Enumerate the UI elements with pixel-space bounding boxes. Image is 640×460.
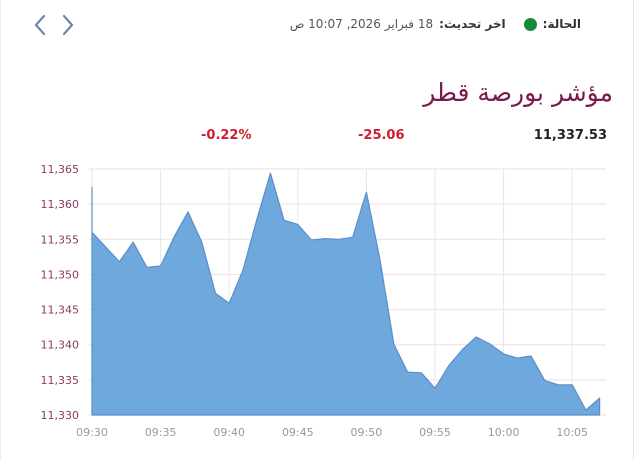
y-tick-label: 11,360 bbox=[41, 198, 80, 211]
x-tick-label: 09:55 bbox=[419, 426, 451, 439]
intraday-area-chart[interactable]: 11,330 11,335 11,340 11,345 11,350 11,355 11,3… bbox=[1, 155, 640, 455]
status-label: الحالة: bbox=[542, 17, 581, 31]
status-bar: الحالة: اخر تحديث: 18 فبراير 2026, 10:07… bbox=[290, 17, 581, 31]
next-button[interactable] bbox=[59, 12, 77, 38]
y-tick-label: 11,340 bbox=[41, 339, 80, 352]
status-indicator-icon bbox=[523, 17, 537, 31]
y-tick-label: 11,335 bbox=[41, 374, 80, 387]
y-tick-label: 11,355 bbox=[41, 233, 80, 246]
x-tick-label: 09:45 bbox=[282, 426, 314, 439]
last-update-value: 18 فبراير 2026, 10:07 ص bbox=[289, 17, 434, 31]
x-tick-label: 09:30 bbox=[76, 426, 108, 439]
x-tick-label: 09:35 bbox=[145, 426, 177, 439]
index-title: مؤشر بورصة قطر bbox=[423, 78, 613, 107]
y-tick-label: 11,330 bbox=[41, 409, 80, 422]
x-tick-label: 10:00 bbox=[488, 426, 520, 439]
x-axis: 09:30 09:35 09:40 09:45 09:50 09:55 10:00 10:05 bbox=[76, 426, 588, 439]
x-tick-label: 09:50 bbox=[351, 426, 383, 439]
y-tick-label: 11,350 bbox=[41, 268, 80, 281]
x-tick-label: 10:05 bbox=[556, 426, 588, 439]
previous-button[interactable] bbox=[31, 12, 49, 38]
index-stats: 11,337.53 -25.06 -0.22% bbox=[1, 128, 640, 148]
price-area bbox=[91, 172, 601, 416]
chevron-right-icon bbox=[62, 14, 74, 36]
chevron-left-icon bbox=[34, 14, 46, 36]
y-tick-label: 11,365 bbox=[41, 163, 80, 176]
change-value: -25.06 bbox=[358, 128, 405, 143]
last-update-label: اخر تحديث: bbox=[439, 17, 506, 31]
change-percent: -0.22% bbox=[201, 128, 252, 143]
x-tick-label: 09:40 bbox=[213, 426, 245, 439]
last-value: 11,337.53 bbox=[533, 128, 607, 143]
y-axis: 11,330 11,335 11,340 11,345 11,350 11,355 11,3… bbox=[41, 163, 80, 422]
y-tick-label: 11,345 bbox=[41, 304, 80, 317]
chart-navigation bbox=[31, 12, 77, 38]
